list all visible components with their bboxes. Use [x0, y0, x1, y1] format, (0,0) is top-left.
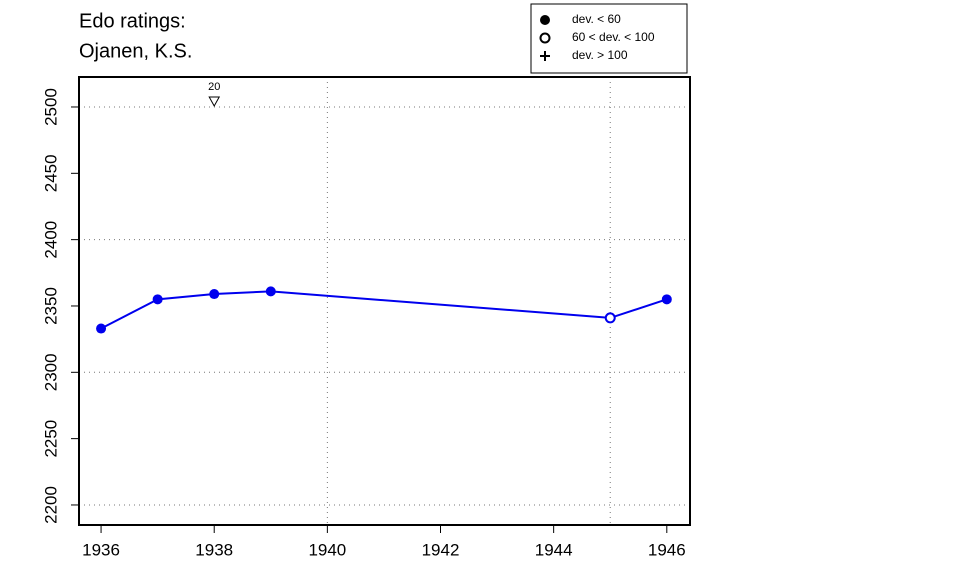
point — [152, 294, 163, 305]
legend-label: 60 < dev. < 100 — [572, 30, 655, 44]
x-tick-label: 1938 — [195, 540, 233, 559]
point — [540, 51, 550, 61]
y-tick-label: 2250 — [41, 420, 60, 458]
x-tick-label: 1936 — [82, 540, 120, 559]
y-tick-label: 2450 — [41, 154, 60, 192]
point — [540, 15, 550, 25]
y-tick-label: 2400 — [41, 221, 60, 259]
point — [539, 32, 551, 44]
legend-label: dev. < 60 — [572, 12, 621, 26]
x-tick-label: 1946 — [648, 540, 686, 559]
chart-title: Ojanen, K.S. — [79, 40, 192, 62]
y-tick-label: 2300 — [41, 353, 60, 391]
point — [265, 286, 276, 297]
point — [209, 289, 220, 300]
annotation-marker — [208, 96, 221, 108]
y-tick-label: 2200 — [41, 486, 60, 524]
chart-title: Edo ratings: — [79, 10, 186, 32]
annotation: 20 — [208, 81, 220, 93]
plot-frame — [78, 76, 691, 526]
x-tick-label: 1944 — [535, 540, 573, 559]
y-tick-label: 2350 — [41, 287, 60, 325]
point — [96, 323, 107, 334]
x-tick-label: 1940 — [308, 540, 346, 559]
point — [604, 312, 616, 324]
y-tick-label: 2500 — [41, 88, 60, 126]
legend-label: dev. > 100 — [572, 48, 628, 62]
line — [100, 290, 668, 330]
x-tick-label: 1942 — [422, 540, 460, 559]
point — [661, 294, 672, 305]
legend-box — [530, 3, 688, 74]
